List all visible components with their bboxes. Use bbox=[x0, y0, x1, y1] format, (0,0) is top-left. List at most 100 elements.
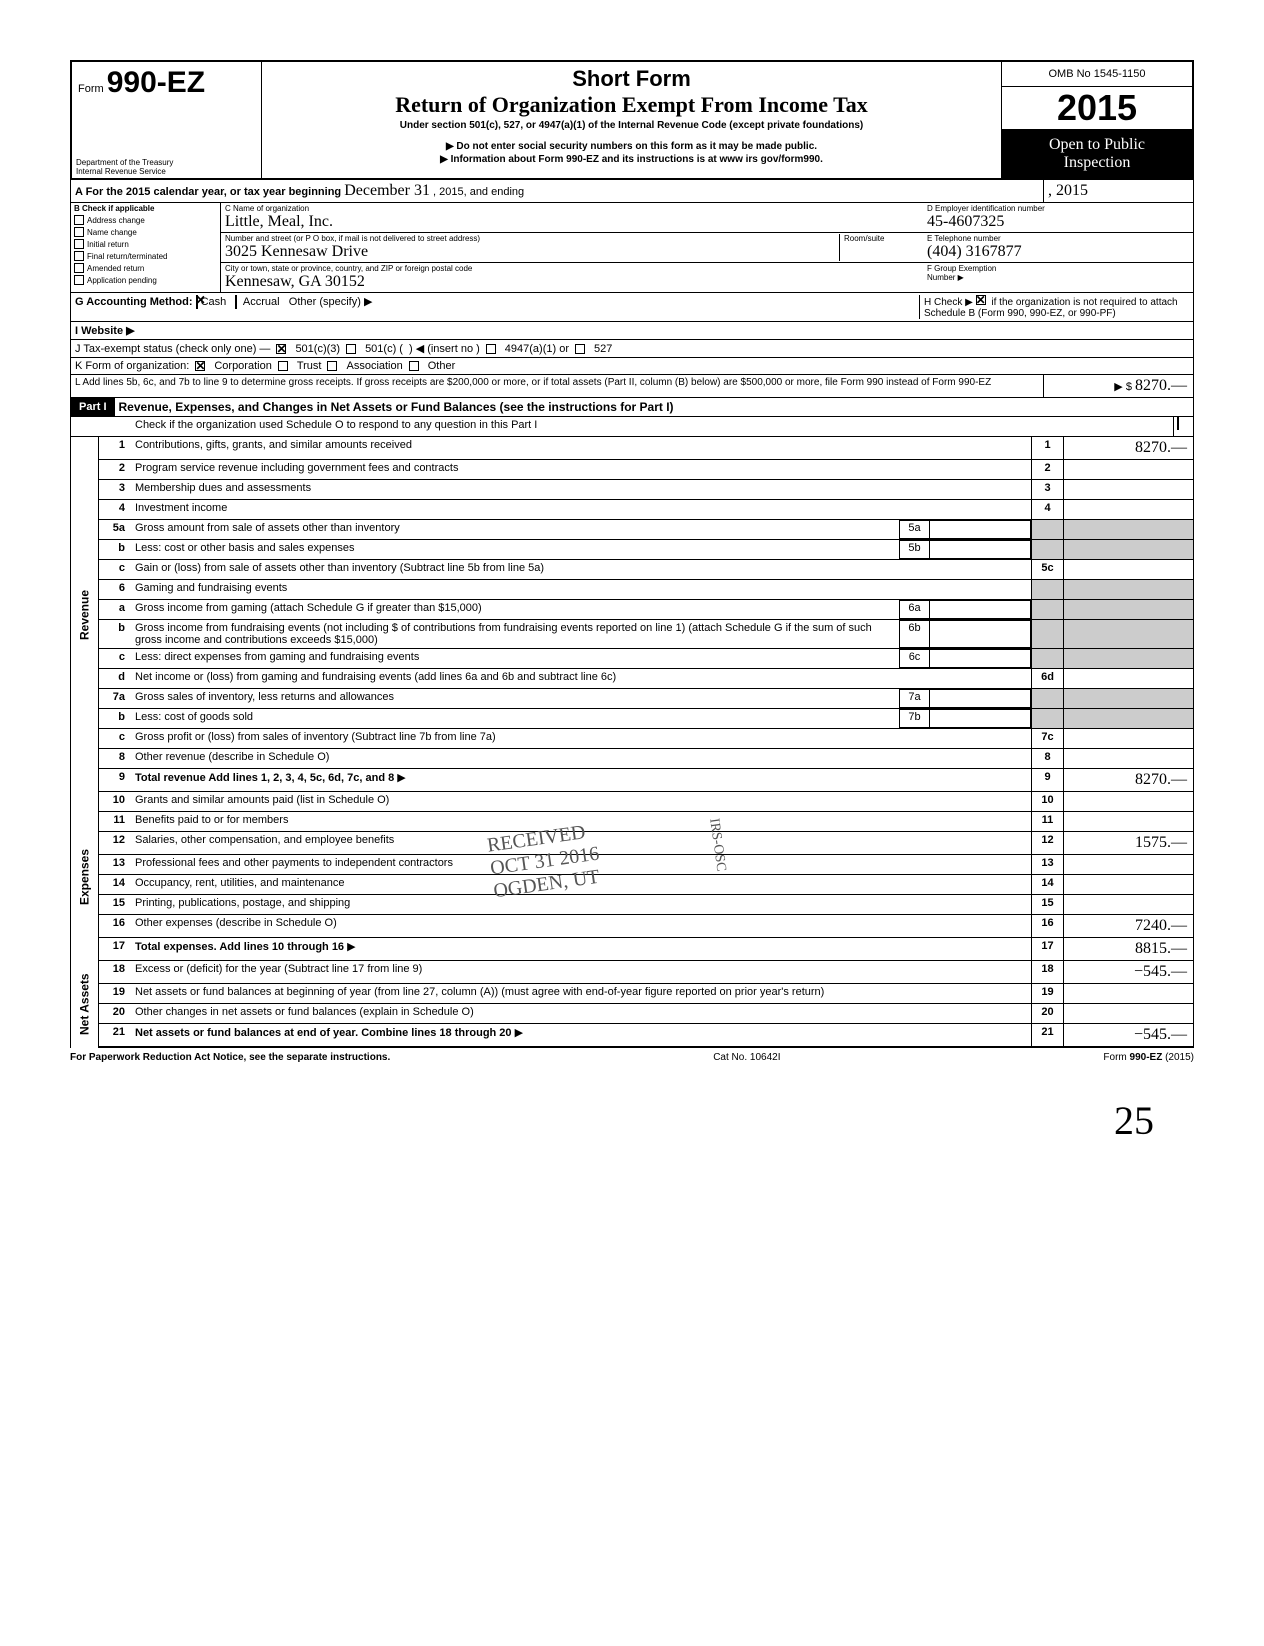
l2-desc: Program service revenue including govern… bbox=[131, 460, 1031, 479]
chk-501c3[interactable] bbox=[276, 344, 286, 354]
l19-desc: Net assets or fund balances at beginning… bbox=[131, 984, 1031, 1003]
l1-val: 8270.— bbox=[1063, 437, 1193, 459]
subtitle2: ▶ Do not enter social security numbers o… bbox=[268, 141, 995, 152]
l18-desc: Excess or (deficit) for the year (Subtra… bbox=[131, 961, 1031, 983]
row-a-end: , 2015 bbox=[1043, 180, 1193, 202]
chk-pending[interactable] bbox=[74, 275, 84, 285]
chk-trust[interactable] bbox=[278, 361, 288, 371]
l12-desc: Salaries, other compensation, and employ… bbox=[131, 832, 1031, 854]
l9-desc: Total revenue Add lines 1, 2, 3, 4, 5c, … bbox=[135, 772, 394, 784]
d-label: D Employer identification number bbox=[927, 204, 1189, 213]
chk-address[interactable] bbox=[74, 215, 84, 225]
l-val-box: ▶ $ 8270.— bbox=[1043, 375, 1193, 397]
col-c: C Name of organization Little, Meal, Inc… bbox=[221, 203, 923, 292]
row-j: J Tax-exempt status (check only one) — 5… bbox=[70, 340, 1194, 358]
chk-final[interactable] bbox=[74, 251, 84, 261]
j-a: 501(c)(3) bbox=[295, 343, 340, 355]
l15-desc: Printing, publications, postage, and shi… bbox=[131, 895, 1031, 914]
chk-accrual[interactable] bbox=[235, 295, 237, 309]
l7a-desc: Gross sales of inventory, less returns a… bbox=[131, 689, 895, 708]
l6d-desc: Net income or (loss) from gaming and fun… bbox=[131, 669, 1031, 688]
footer: For Paperwork Reduction Act Notice, see … bbox=[70, 1048, 1194, 1067]
chk-part1[interactable] bbox=[1177, 416, 1179, 430]
footer-mid: Cat No. 10642I bbox=[713, 1052, 780, 1063]
l6b-box: 6b bbox=[900, 621, 930, 647]
chk-501c[interactable] bbox=[346, 344, 356, 354]
dept: Department of the Treasury Internal Reve… bbox=[76, 158, 173, 176]
l2-val bbox=[1063, 460, 1193, 479]
l7c-desc: Gross profit or (loss) from sales of inv… bbox=[131, 729, 1031, 748]
chk-4947[interactable] bbox=[486, 344, 496, 354]
form-id-box: Form 990-EZ Department of the Treasury I… bbox=[72, 62, 262, 178]
side-netassets: Net Assets bbox=[70, 961, 98, 1048]
chk-527[interactable] bbox=[575, 344, 585, 354]
row-a-left: A For the 2015 calendar year, or tax yea… bbox=[71, 180, 1043, 202]
l5a-box: 5a bbox=[900, 521, 930, 538]
chk-amended[interactable] bbox=[74, 263, 84, 273]
subtitle3: ▶ Information about Form 990-EZ and its … bbox=[268, 154, 995, 165]
form-title-box: Short Form Return of Organization Exempt… bbox=[262, 62, 1002, 178]
l7b-box: 7b bbox=[900, 710, 930, 727]
chk-name[interactable] bbox=[74, 227, 84, 237]
l20-desc: Other changes in net assets or fund bala… bbox=[131, 1004, 1031, 1023]
chk-cash[interactable] bbox=[196, 295, 198, 309]
l9-val: 8270.— bbox=[1063, 769, 1193, 791]
g-other: Other (specify) ▶ bbox=[289, 296, 373, 308]
c-name: Little, Meal, Inc. bbox=[225, 213, 919, 231]
g-accrual: Accrual bbox=[243, 296, 280, 308]
side-expenses: Expenses bbox=[70, 792, 98, 961]
k-a: Corporation bbox=[214, 360, 271, 372]
part1-check: Check if the organization used Schedule … bbox=[131, 417, 1173, 436]
form-prefix: Form bbox=[78, 83, 104, 95]
l7c-val bbox=[1063, 729, 1193, 748]
l17-val: 8815.— bbox=[1063, 938, 1193, 960]
col-h: H Check ▶ if the organization is not req… bbox=[919, 295, 1189, 319]
k-c: Association bbox=[346, 360, 402, 372]
open-inspection: Open to Public Inspection bbox=[1002, 130, 1192, 178]
j-label: J Tax-exempt status (check only one) — bbox=[75, 343, 270, 355]
footer-right: Form 990-EZ (2015) bbox=[1103, 1052, 1194, 1063]
c-street-label: Number and street (or P O box, if mail i… bbox=[225, 234, 839, 243]
l1-desc: Contributions, gifts, grants, and simila… bbox=[131, 437, 1031, 459]
year: 2015 bbox=[1002, 87, 1192, 130]
l3-val bbox=[1063, 480, 1193, 499]
l18-val: −545.— bbox=[1063, 961, 1193, 983]
chk-assoc[interactable] bbox=[327, 361, 337, 371]
row-k: K Form of organization: Corporation Trus… bbox=[70, 358, 1194, 375]
e-label: E Telephone number bbox=[927, 234, 1189, 243]
l5b-desc: Less: cost or other basis and sales expe… bbox=[131, 540, 895, 559]
l-text: L Add lines 5b, 6c, and 7b to line 9 to … bbox=[71, 375, 1043, 397]
chk-initial[interactable] bbox=[74, 239, 84, 249]
row-a-label: A For the 2015 calendar year, or tax yea… bbox=[75, 186, 341, 198]
l11-val bbox=[1063, 812, 1193, 831]
c-name-label: C Name of organization bbox=[225, 204, 919, 213]
main-table: Revenue 1Contributions, gifts, grants, a… bbox=[70, 437, 1194, 1048]
l15-val bbox=[1063, 895, 1193, 914]
form-number: 990-EZ bbox=[107, 66, 205, 99]
h-label: H Check ▶ bbox=[924, 297, 973, 308]
l6c-box: 6c bbox=[900, 650, 930, 667]
b-init: Initial return bbox=[87, 240, 129, 249]
d-value: 45-4607325 bbox=[927, 213, 1189, 231]
l8-desc: Other revenue (describe in Schedule O) bbox=[131, 749, 1031, 768]
l16-desc: Other expenses (describe in Schedule O) bbox=[131, 915, 1031, 937]
l11-desc: Benefits paid to or for members bbox=[131, 812, 1031, 831]
chk-corp[interactable] bbox=[195, 361, 205, 371]
chk-h[interactable] bbox=[976, 295, 986, 305]
open2: Inspection bbox=[1008, 154, 1186, 172]
part1-check-row: Check if the organization used Schedule … bbox=[70, 417, 1194, 437]
row-l: L Add lines 5b, 6c, and 7b to line 9 to … bbox=[70, 375, 1194, 398]
part1-title: Revenue, Expenses, and Changes in Net As… bbox=[115, 398, 1193, 416]
j-c: ) ◀ (insert no ) bbox=[409, 342, 480, 355]
c-city-label: City or town, state or province, country… bbox=[225, 264, 919, 273]
l6c-desc: Less: direct expenses from gaming and fu… bbox=[131, 649, 895, 668]
l6a-box: 6a bbox=[900, 601, 930, 618]
l5a-desc: Gross amount from sale of assets other t… bbox=[131, 520, 895, 539]
l5b-box: 5b bbox=[900, 541, 930, 558]
b-name: Name change bbox=[87, 228, 137, 237]
l-arrow: ▶ $ bbox=[1114, 381, 1132, 393]
f-label: F Group Exemption bbox=[927, 264, 1189, 273]
g-label: G Accounting Method: bbox=[75, 296, 193, 308]
l20-val bbox=[1063, 1004, 1193, 1023]
chk-other[interactable] bbox=[409, 361, 419, 371]
